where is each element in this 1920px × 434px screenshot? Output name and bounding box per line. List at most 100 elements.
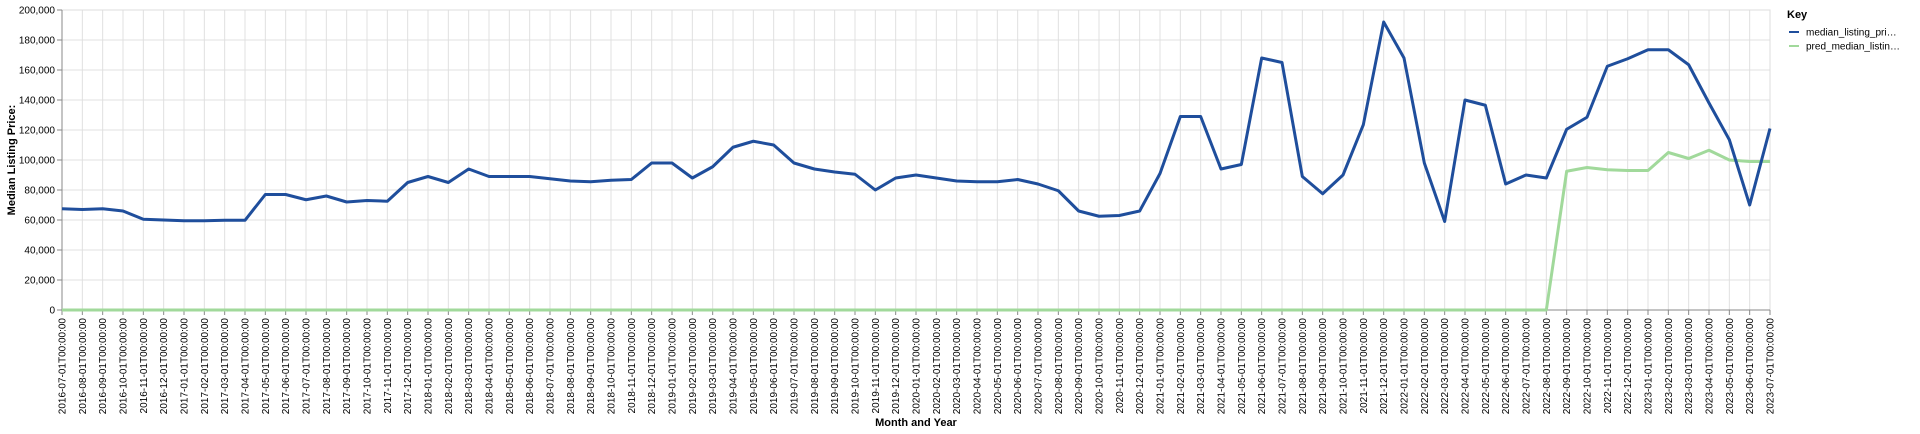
gridlines [61, 9, 1771, 311]
x-tick-label: 2019-03-01T00:00:00 [708, 318, 719, 415]
series-line-2 [62, 148, 1770, 312]
x-tick-label: 2018-11-01T00:00:00 [627, 318, 638, 414]
x-tick-label: 2021-09-01T00:00:00 [1318, 318, 1329, 415]
y-tick-label: 60,000 [24, 216, 55, 227]
y-tick-label: 180,000 [19, 36, 56, 47]
y-axis-title: Median Listing Price: [6, 105, 18, 216]
x-tick-label: 2021-01-01T00:00:00 [1156, 318, 1167, 415]
x-tick-label: 2019-01-01T00:00:00 [668, 318, 679, 415]
x-tick-label: 2021-04-01T00:00:00 [1217, 318, 1228, 415]
series-line-1 [61, 20, 1772, 223]
x-tick-label: 2019-11-01T00:00:00 [871, 318, 882, 414]
x-tick-label: 2017-03-01T00:00:00 [220, 318, 231, 415]
x-tick-label: 2017-09-01T00:00:00 [342, 318, 353, 415]
x-tick-label: 2018-12-01T00:00:00 [647, 318, 658, 415]
x-tick-label: 2019-12-01T00:00:00 [891, 318, 902, 415]
x-tick-label: 2018-09-01T00:00:00 [586, 318, 597, 415]
x-tick-label: 2016-08-01T00:00:00 [78, 318, 89, 415]
y-tick-label: 200,000 [19, 6, 56, 17]
x-tick-label: 2021-07-01T00:00:00 [1278, 318, 1289, 415]
x-tick-label: 2021-08-01T00:00:00 [1298, 318, 1309, 415]
legend: Key median_listing_pri… pred_median_listin… [1787, 9, 1900, 53]
x-tick-label: 2022-11-01T00:00:00 [1603, 318, 1614, 414]
x-tick-label: 2020-01-01T00:00:00 [912, 318, 923, 415]
x-tick-label: 2022-02-01T00:00:00 [1420, 318, 1431, 415]
y-tick-label: 100,000 [19, 156, 56, 167]
x-tick-label: 2017-12-01T00:00:00 [403, 318, 414, 415]
x-tick-label: 2016-12-01T00:00:00 [159, 318, 170, 415]
x-tick-label: 2022-08-01T00:00:00 [1542, 318, 1553, 415]
x-tick-label: 2022-09-01T00:00:00 [1562, 318, 1573, 415]
x-tick-label: 2019-02-01T00:00:00 [688, 318, 699, 415]
x-tick-label: 2016-10-01T00:00:00 [119, 318, 130, 415]
x-tick-label: 2019-08-01T00:00:00 [810, 318, 821, 415]
x-tick-label: 2023-06-01T00:00:00 [1745, 318, 1756, 415]
x-tick-label: 2023-02-01T00:00:00 [1664, 318, 1675, 415]
x-tick-label: 2018-04-01T00:00:00 [485, 318, 496, 415]
x-tick-label: 2017-08-01T00:00:00 [322, 318, 333, 415]
x-tick-label: 2019-04-01T00:00:00 [729, 318, 740, 415]
x-tick-label: 2022-06-01T00:00:00 [1501, 318, 1512, 415]
x-tick-label: 2021-10-01T00:00:00 [1339, 318, 1350, 415]
x-tick-label: 2020-05-01T00:00:00 [993, 318, 1004, 415]
series-layer [61, 20, 1772, 312]
x-tick-label: 2016-09-01T00:00:00 [98, 318, 109, 415]
x-tick-label: 2023-07-01T00:00:00 [1766, 318, 1777, 415]
x-tick-label: 2022-10-01T00:00:00 [1583, 318, 1594, 415]
x-tick-label: 2022-01-01T00:00:00 [1400, 318, 1411, 415]
x-tick-label: 2018-01-01T00:00:00 [424, 318, 435, 415]
x-tick-label: 2017-07-01T00:00:00 [302, 318, 313, 415]
x-tick-label: 2020-12-01T00:00:00 [1135, 318, 1146, 415]
x-tick-label: 2020-04-01T00:00:00 [973, 318, 984, 415]
x-tick-label: 2017-04-01T00:00:00 [241, 318, 252, 415]
x-tick-label: 2019-07-01T00:00:00 [790, 318, 801, 415]
x-tick-label: 2019-06-01T00:00:00 [769, 318, 780, 415]
x-tick-label: 2018-06-01T00:00:00 [525, 318, 536, 415]
x-tick-label: 2019-09-01T00:00:00 [830, 318, 841, 415]
legend-label: pred_median_listin… [1806, 42, 1900, 53]
x-tick-label: 2018-05-01T00:00:00 [505, 318, 516, 415]
x-tick-label: 2023-05-01T00:00:00 [1725, 318, 1736, 415]
x-tick-label: 2020-11-01T00:00:00 [1115, 318, 1126, 414]
x-tick-label: 2017-10-01T00:00:00 [363, 318, 374, 415]
x-tick-label: 2022-12-01T00:00:00 [1623, 318, 1634, 415]
x-tick-label: 2021-12-01T00:00:00 [1379, 318, 1390, 415]
y-tick-label: 20,000 [24, 276, 55, 287]
y-axis: 0 20,000 40,000 60,000 80,000 100,000 120,000 1… [19, 6, 63, 317]
x-tick-label: 2023-03-01T00:00:00 [1684, 318, 1695, 415]
y-tick-label: 120,000 [19, 126, 56, 137]
legend-label: median_listing_pri… [1806, 28, 1897, 39]
x-axis-title: Month and Year [875, 417, 957, 429]
x-tick-label: 2022-05-01T00:00:00 [1481, 318, 1492, 415]
y-tick-label: 40,000 [24, 246, 55, 257]
x-tick-label: 2018-07-01T00:00:00 [546, 318, 557, 415]
x-tick-label: 2020-07-01T00:00:00 [1034, 318, 1045, 415]
x-tick-label: 2020-06-01T00:00:00 [1013, 318, 1024, 415]
x-tick-label: 2019-10-01T00:00:00 [851, 318, 862, 415]
y-tick-label: 140,000 [19, 96, 56, 107]
legend-title: Key [1787, 9, 1808, 21]
x-tick-label: 2023-04-01T00:00:00 [1705, 318, 1716, 415]
x-tick-label: 2018-08-01T00:00:00 [566, 318, 577, 415]
y-tick-label: 80,000 [24, 186, 55, 197]
x-tick-label: 2020-02-01T00:00:00 [932, 318, 943, 415]
x-tick-label: 2021-05-01T00:00:00 [1237, 318, 1248, 415]
x-tick-label: 2021-02-01T00:00:00 [1176, 318, 1187, 415]
y-tick-label: 160,000 [19, 66, 56, 77]
x-tick-label: 2020-09-01T00:00:00 [1074, 318, 1085, 415]
x-tick-label: 2023-01-01T00:00:00 [1644, 318, 1655, 415]
x-tick-label: 2016-07-01T00:00:00 [58, 318, 69, 415]
x-tick-label: 2022-03-01T00:00:00 [1440, 318, 1451, 415]
x-tick-label: 2016-11-01T00:00:00 [139, 318, 150, 414]
x-tick-label: 2020-10-01T00:00:00 [1095, 318, 1106, 415]
x-tick-label: 2017-05-01T00:00:00 [261, 318, 272, 415]
x-tick-label: 2018-10-01T00:00:00 [607, 318, 618, 415]
x-tick-label: 2021-03-01T00:00:00 [1196, 318, 1207, 415]
x-tick-label: 2019-05-01T00:00:00 [749, 318, 760, 415]
x-tick-label: 2020-03-01T00:00:00 [952, 318, 963, 415]
y-tick-label: 0 [49, 306, 55, 317]
x-tick-label: 2017-11-01T00:00:00 [383, 318, 394, 414]
x-tick-label: 2022-04-01T00:00:00 [1461, 318, 1472, 415]
x-tick-label: 2022-07-01T00:00:00 [1522, 318, 1533, 415]
